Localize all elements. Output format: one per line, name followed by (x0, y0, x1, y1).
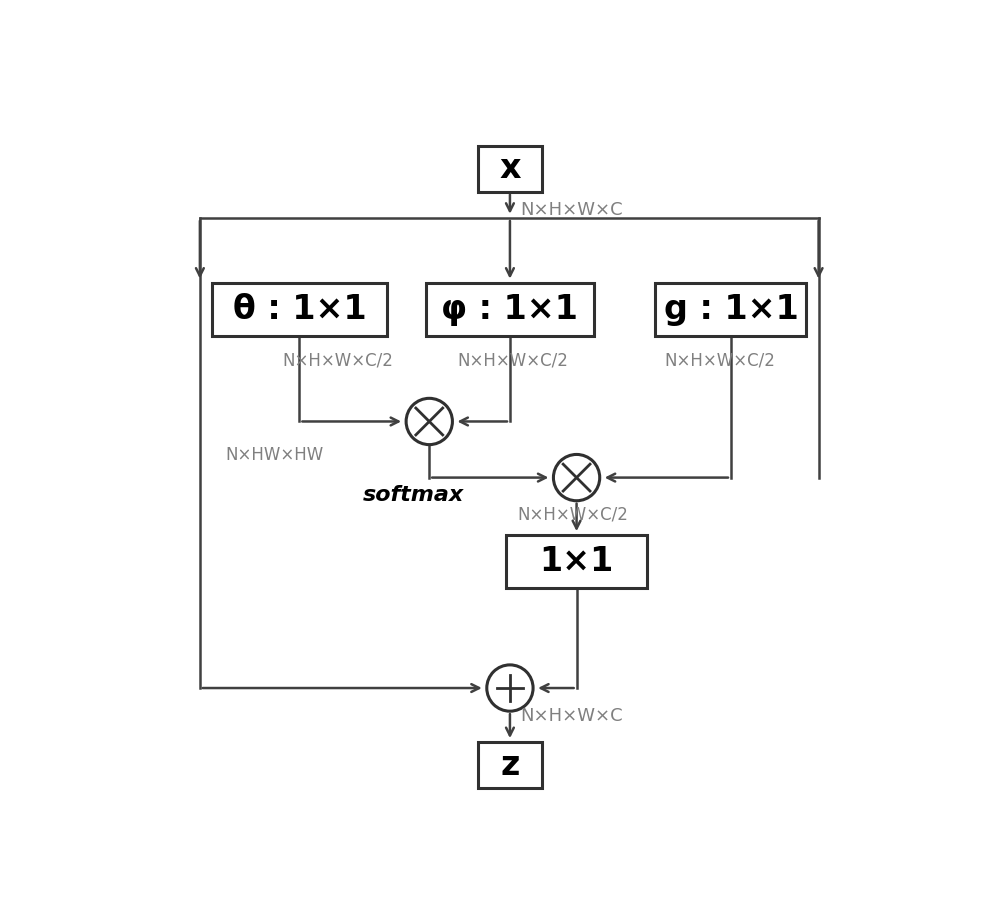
Text: softmax: softmax (362, 485, 463, 505)
Text: x: x (499, 152, 520, 186)
Text: θ : 1×1: θ : 1×1 (233, 292, 366, 326)
Text: 1×1: 1×1 (539, 546, 613, 578)
Text: N×H×W×C/2: N×H×W×C/2 (457, 352, 568, 369)
Circle shape (553, 455, 599, 501)
Text: N×HW×HW: N×HW×HW (226, 446, 324, 464)
Text: N×H×W×C: N×H×W×C (520, 200, 622, 219)
FancyBboxPatch shape (212, 283, 387, 335)
FancyBboxPatch shape (425, 283, 593, 335)
Text: N×H×W×C/2: N×H×W×C/2 (517, 506, 627, 524)
Text: z: z (500, 749, 519, 782)
FancyBboxPatch shape (655, 283, 805, 335)
Text: φ : 1×1: φ : 1×1 (441, 292, 578, 326)
FancyBboxPatch shape (478, 742, 541, 788)
Text: g : 1×1: g : 1×1 (663, 292, 797, 326)
Circle shape (486, 665, 533, 711)
Circle shape (406, 398, 452, 445)
Text: N×H×W×C: N×H×W×C (520, 707, 622, 725)
Text: N×H×W×C/2: N×H×W×C/2 (281, 352, 393, 369)
FancyBboxPatch shape (478, 146, 541, 191)
Text: N×H×W×C/2: N×H×W×C/2 (664, 352, 774, 369)
FancyBboxPatch shape (506, 536, 646, 589)
